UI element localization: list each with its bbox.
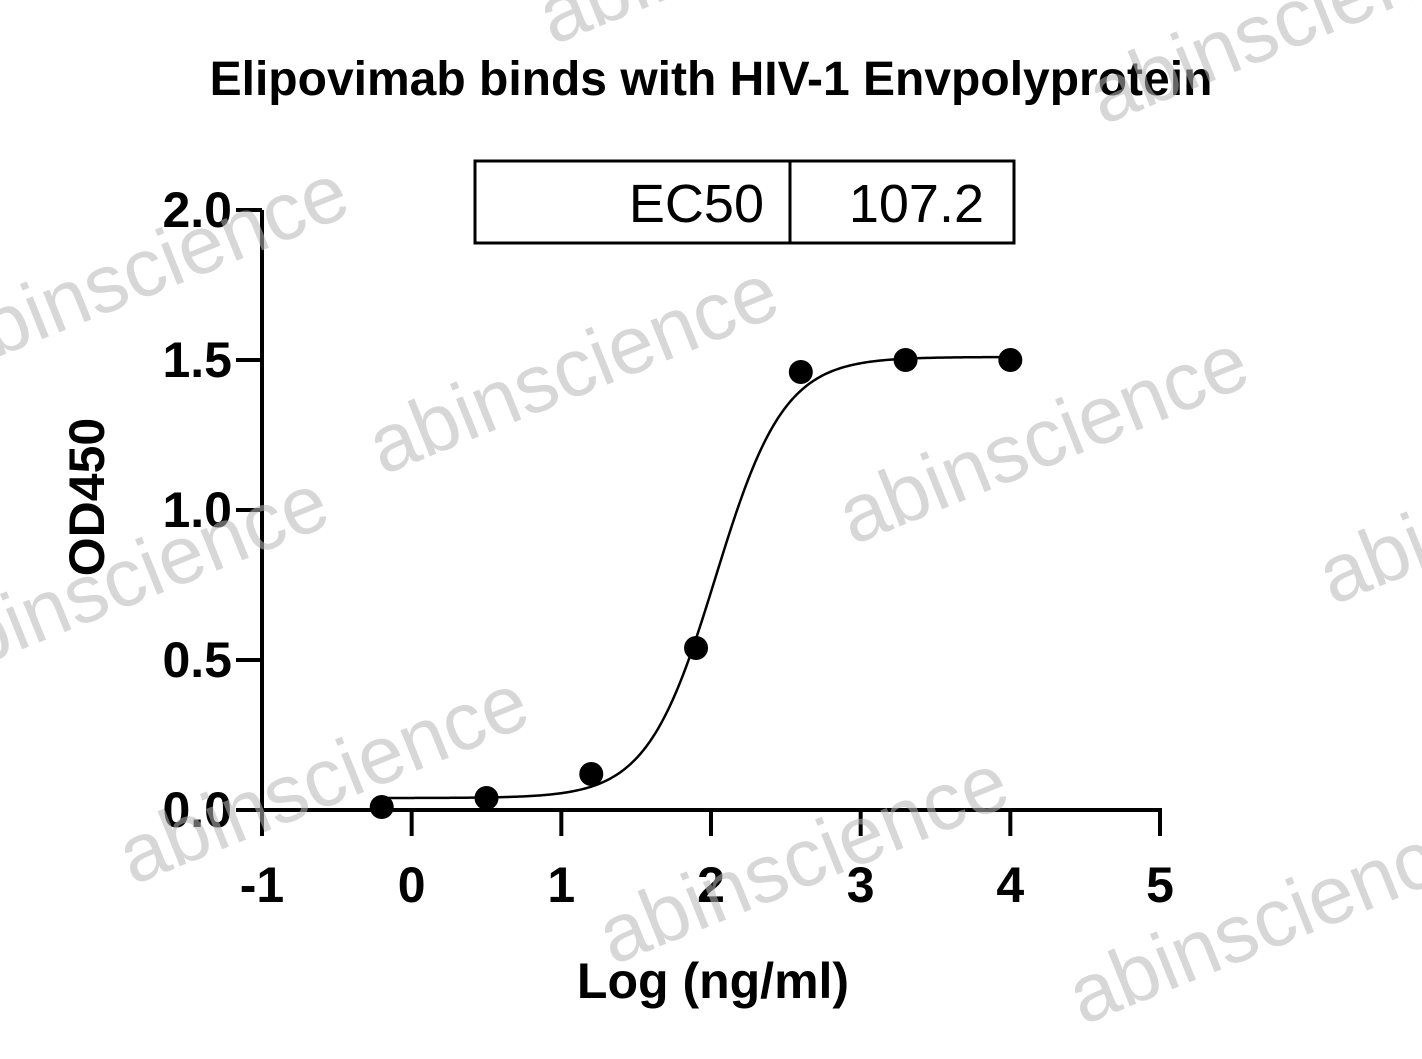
data-point (369, 795, 394, 819)
data-point (788, 360, 813, 384)
x-tick-label: 1 (547, 857, 575, 913)
x-axis-label: Log (ng/ml) (577, 953, 849, 1009)
data-point (474, 786, 499, 810)
data-point (998, 348, 1023, 372)
y-tick-label: 1.5 (162, 332, 232, 388)
chart-title: Elipovimab binds with HIV-1 Envpolyprote… (209, 53, 1213, 106)
data-point (579, 762, 604, 786)
y-tick-label: 1.0 (162, 482, 232, 538)
x-tick-label: 3 (847, 857, 875, 913)
ec50-table (473, 159, 1016, 245)
x-tick-label: 0 (398, 857, 426, 913)
ec50-value: 107.2 (849, 174, 984, 234)
ec50-label: EC50 (629, 174, 764, 234)
y-tick-label: 2.0 (162, 182, 232, 238)
x-tick-label: 5 (1146, 857, 1174, 913)
data-point (893, 348, 918, 372)
x-tick-label: 4 (996, 857, 1024, 913)
y-tick-label: 0.0 (162, 782, 232, 838)
y-tick-label: 0.5 (162, 632, 232, 688)
fit-curve (381, 355, 1011, 800)
y-axis-label: OD450 (59, 418, 115, 576)
data-point (684, 636, 709, 660)
x-tick-label: -1 (240, 857, 284, 913)
x-tick-label: 2 (697, 857, 725, 913)
